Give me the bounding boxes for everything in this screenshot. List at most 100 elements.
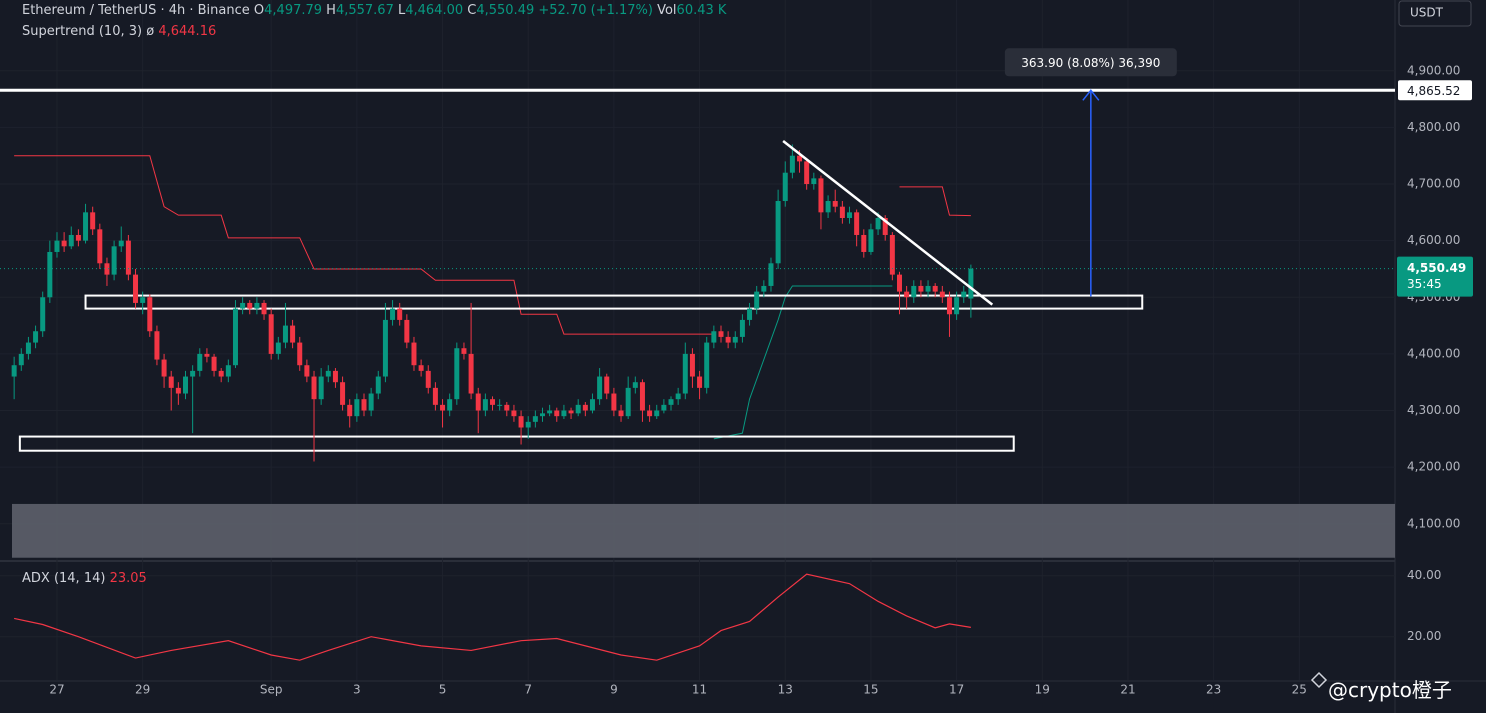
x-tick-label: 3 — [353, 683, 361, 697]
candle-body — [332, 370, 338, 383]
candle-body — [747, 308, 753, 320]
x-tick-label: 9 — [610, 683, 618, 697]
candle-body — [782, 172, 788, 202]
change: +52.70 (+1.17%) — [538, 3, 653, 18]
candle-body — [361, 399, 367, 411]
candle-body — [232, 308, 238, 366]
candle-body — [190, 370, 196, 377]
header: Ethereum / TetherUS · 4h · Binance O4,49… — [22, 3, 726, 18]
candle-body — [604, 376, 610, 394]
x-tick-label: 15 — [863, 683, 878, 697]
candle-body — [697, 376, 703, 388]
indicator-icon[interactable]: ø — [146, 24, 155, 39]
candle-body — [140, 297, 146, 303]
indicator-name: Supertrend (10, 3) — [22, 24, 143, 39]
indicator-value: 4,644.16 — [158, 24, 217, 39]
candle-body — [861, 234, 867, 252]
candle-body — [818, 178, 824, 213]
adx-name: ADX (14, 14) — [22, 571, 106, 586]
x-tick-label: Sep — [260, 683, 283, 697]
vol-key: Vol — [657, 3, 677, 18]
candle-body — [482, 399, 488, 411]
candle-body — [561, 410, 567, 417]
candle-body — [525, 421, 531, 428]
candle-body — [247, 302, 253, 309]
ohlc-value: 4,550.49 — [476, 3, 535, 18]
y-tick-label: 4,200.00 — [1407, 460, 1460, 474]
candle-body — [325, 370, 331, 377]
vol-value: 60.43 K — [676, 3, 727, 18]
candle-body — [575, 404, 581, 414]
last-price-box — [1397, 256, 1473, 297]
candle-body — [689, 353, 695, 377]
candle-body — [625, 387, 631, 417]
candle-body — [118, 240, 124, 247]
candle-body — [804, 161, 810, 185]
candle-body — [925, 285, 931, 292]
candle-body — [104, 263, 110, 275]
candle-body — [568, 410, 574, 414]
candle-body — [461, 348, 467, 354]
supertrend-up — [713, 285, 893, 440]
candle-body — [390, 308, 396, 320]
x-tick-label: 17 — [949, 683, 964, 697]
candle-body — [347, 404, 353, 417]
x-tick-label: 27 — [49, 683, 64, 697]
candle-body — [282, 325, 288, 343]
x-tick-label: 5 — [439, 683, 447, 697]
candle-body — [539, 413, 545, 417]
candle-body — [847, 212, 853, 218]
candle-body — [946, 297, 952, 315]
x-tick-label: 7 — [524, 683, 532, 697]
candle-body — [761, 285, 767, 292]
y-tick-label: 4,800.00 — [1407, 120, 1460, 134]
x-tick-label: 25 — [1292, 683, 1307, 697]
candle-body — [868, 229, 874, 252]
measure-label-box — [1004, 48, 1177, 77]
candle-body — [768, 263, 774, 286]
candle-body — [904, 291, 910, 298]
candle-body — [133, 274, 139, 303]
candle-body — [968, 268, 974, 299]
candle-body — [411, 342, 417, 366]
measure-label: 363.90 (8.08%) 36,390 — [1021, 56, 1160, 70]
x-tick-label: 21 — [1120, 683, 1135, 697]
candle-body — [932, 285, 938, 292]
candle-body — [718, 331, 724, 337]
ohlc-value: 4,497.79 — [264, 3, 323, 18]
candle-body — [954, 297, 960, 315]
watermark-logo — [1310, 671, 1328, 689]
candle-body — [447, 399, 453, 411]
candle-body — [939, 291, 945, 298]
candle-body — [554, 410, 560, 417]
currency-box[interactable] — [1398, 0, 1472, 27]
candle-body — [918, 285, 924, 292]
candle-body — [639, 382, 645, 411]
candle-body — [739, 319, 745, 337]
candle-body — [647, 410, 653, 417]
candle-body — [832, 201, 838, 207]
candle-body — [154, 331, 160, 360]
candle-body — [275, 342, 281, 354]
candle-body — [54, 240, 60, 252]
candle-body — [425, 370, 431, 388]
candle-body — [68, 234, 74, 247]
candle-body — [654, 410, 660, 417]
candle-body — [40, 297, 46, 332]
candle-body — [725, 336, 731, 343]
candle-body — [589, 399, 595, 411]
zone — [84, 294, 1144, 310]
candle-body — [197, 353, 203, 371]
candle-body — [182, 376, 188, 394]
candle-body — [297, 342, 303, 366]
candle-body — [511, 410, 517, 417]
candle-body — [797, 155, 803, 162]
candle-body — [18, 353, 24, 366]
candle-body — [675, 393, 681, 400]
candle-body — [218, 370, 224, 377]
candle-body — [432, 387, 438, 405]
candle-body — [11, 365, 17, 377]
candle-body — [90, 212, 96, 230]
candle-body — [225, 365, 231, 377]
